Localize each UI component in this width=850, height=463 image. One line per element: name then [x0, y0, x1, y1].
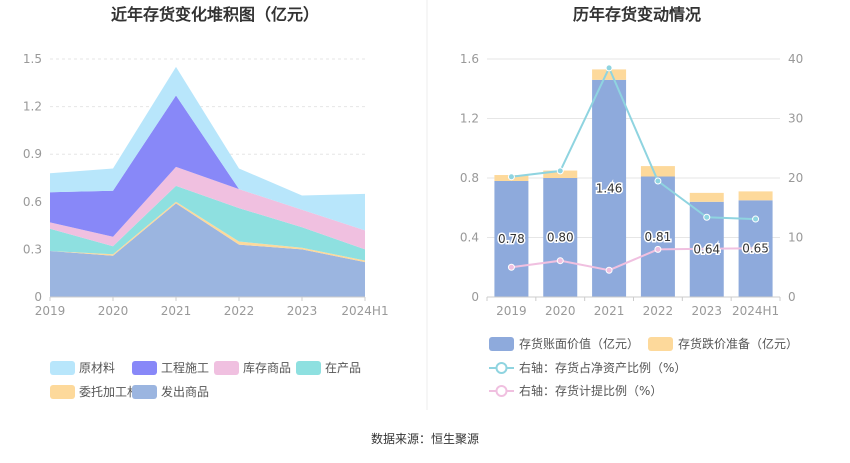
- area-layer: [50, 203, 365, 297]
- line-point: [654, 177, 662, 185]
- left-x-tick-label: 2019: [35, 304, 66, 318]
- right-bar-labels: 0.78 0.80 1.46 0.81 0.64 0.65: [497, 180, 771, 258]
- right-y-tick-label: 0.8: [460, 171, 479, 185]
- area-layer: [50, 185, 365, 261]
- line-point: [703, 213, 711, 221]
- right-x-tick-label: 2020: [545, 304, 576, 318]
- bar-book-value: [640, 176, 675, 297]
- bar-impairment-provision: [592, 69, 627, 80]
- legend-label: 发出商品: [161, 384, 209, 399]
- bar-book-value: [494, 180, 529, 297]
- left-area-layers: [50, 66, 365, 297]
- right-y-tick-label: 1.6: [460, 52, 479, 66]
- line-point: [605, 266, 613, 274]
- bar-data-label: 1.46: [596, 181, 623, 195]
- line-point: [507, 173, 515, 181]
- right-axis: 0 0.4 0.8 1.2 1.6 0 10 20 30 40 2019 2020 2021 2022 20…: [460, 52, 803, 318]
- right-y-tick-label: 0: [471, 290, 479, 304]
- line-point: [556, 167, 564, 175]
- bar-data-label: 0.78: [498, 232, 525, 246]
- left-axis: 0 0.3 0.6 0.9 1.2 1.5 2019 2020 2021 2022 2023 2024…: [23, 52, 389, 318]
- legend-label: 右轴：存货占净资产比例（%）: [519, 360, 686, 375]
- bar-impairment-provision: [738, 191, 773, 201]
- line-point: [605, 64, 613, 72]
- legend-label: 在产品: [325, 361, 361, 375]
- left-chart-title: 近年存货变化堆积图（亿元）: [111, 5, 319, 24]
- right-lines: [507, 64, 760, 274]
- legend-label: 工程施工: [161, 360, 209, 375]
- legend-swatch: [50, 385, 75, 399]
- bar-impairment-provision: [689, 192, 724, 202]
- left-y-tick-label: 0.9: [23, 147, 42, 161]
- right-x-tick-label: 2021: [594, 304, 625, 318]
- right-x-tick-label: 2023: [691, 304, 722, 318]
- legend-label: 存货跌价准备（亿元）: [678, 336, 798, 351]
- left-y-tick-label: 0: [34, 290, 42, 304]
- right-x-tick-label: 2022: [643, 304, 674, 318]
- bar-data-label: 0.81: [645, 230, 672, 244]
- right-legend: 存货账面价值（亿元） 存货跌价准备（亿元） 右轴：存货占净资产比例（%） 右轴：存货计…: [489, 336, 798, 398]
- line-series: [511, 65, 756, 221]
- right-chart-title: 历年存货变动情况: [573, 5, 701, 24]
- legend-swatch: [296, 361, 321, 375]
- line-point: [654, 245, 662, 253]
- area-layer: [50, 201, 365, 263]
- line-series: [511, 247, 756, 272]
- legend-swatch: [132, 361, 157, 375]
- bar-book-value: [543, 178, 578, 297]
- line-point: [752, 215, 760, 223]
- legend-marker: [495, 362, 508, 374]
- left-x-tick-label: 2020: [98, 304, 129, 318]
- right-y2-tick-label: 40: [788, 52, 803, 66]
- right-y2-tick-label: 20: [788, 171, 803, 185]
- area-layer: [50, 95, 365, 237]
- left-x-tick-label: 2021: [161, 304, 192, 318]
- left-x-tick-label: 2023: [287, 304, 318, 318]
- right-y2-tick-label: 10: [788, 231, 803, 245]
- legend-label: 库存商品: [243, 360, 291, 375]
- left-y-tick-label: 0.6: [23, 195, 42, 209]
- right-y2-tick-label: 30: [788, 112, 803, 126]
- left-x-tick-label: 2022: [224, 304, 255, 318]
- bar-data-label: 0.64: [693, 242, 720, 256]
- legend-swatch: [489, 337, 514, 351]
- area-layer: [50, 166, 365, 250]
- legend-label: 原材料: [79, 361, 115, 375]
- right-y-tick-label: 1.2: [460, 112, 479, 126]
- right-x-tick-label: 2019: [496, 304, 527, 318]
- legend-label: 右轴：存货计提比例（%）: [519, 383, 662, 398]
- right-bars: [494, 69, 773, 297]
- right-y-tick-label: 0.4: [460, 231, 479, 245]
- legend-swatch: [648, 337, 673, 351]
- left-y-tick-label: 1.5: [23, 52, 42, 66]
- bar-book-value: [592, 79, 627, 297]
- legend-marker: [495, 385, 508, 397]
- legend-label: 存货账面价值（亿元）: [519, 336, 639, 351]
- right-x-tick-label: 2024H1: [732, 304, 779, 318]
- bar-impairment-provision: [640, 166, 675, 177]
- line-point: [507, 263, 515, 271]
- left-y-tick-label: 0.3: [23, 242, 42, 256]
- bar-data-label: 0.80: [547, 231, 574, 245]
- right-y2-tick-label: 0: [788, 290, 796, 304]
- area-layer: [50, 66, 365, 231]
- legend-swatch: [132, 385, 157, 399]
- right-grid: [487, 58, 780, 238]
- line-point: [556, 257, 564, 265]
- left-x-tick-label: 2024H1: [341, 304, 388, 318]
- left-y-tick-label: 1.2: [23, 100, 42, 114]
- legend-swatch: [214, 361, 239, 375]
- bar-data-label: 0.65: [742, 242, 769, 256]
- legend-swatch: [50, 361, 75, 375]
- line-point: [752, 244, 760, 252]
- data-source-note: 数据来源：恒生聚源: [370, 432, 479, 446]
- line-point: [703, 245, 711, 253]
